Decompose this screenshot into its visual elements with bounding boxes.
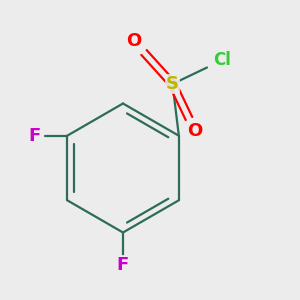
Text: S: S — [166, 75, 179, 93]
Text: O: O — [187, 122, 202, 140]
Text: O: O — [126, 32, 142, 50]
Text: F: F — [28, 127, 41, 145]
Text: F: F — [117, 256, 129, 274]
Text: Cl: Cl — [214, 51, 232, 69]
